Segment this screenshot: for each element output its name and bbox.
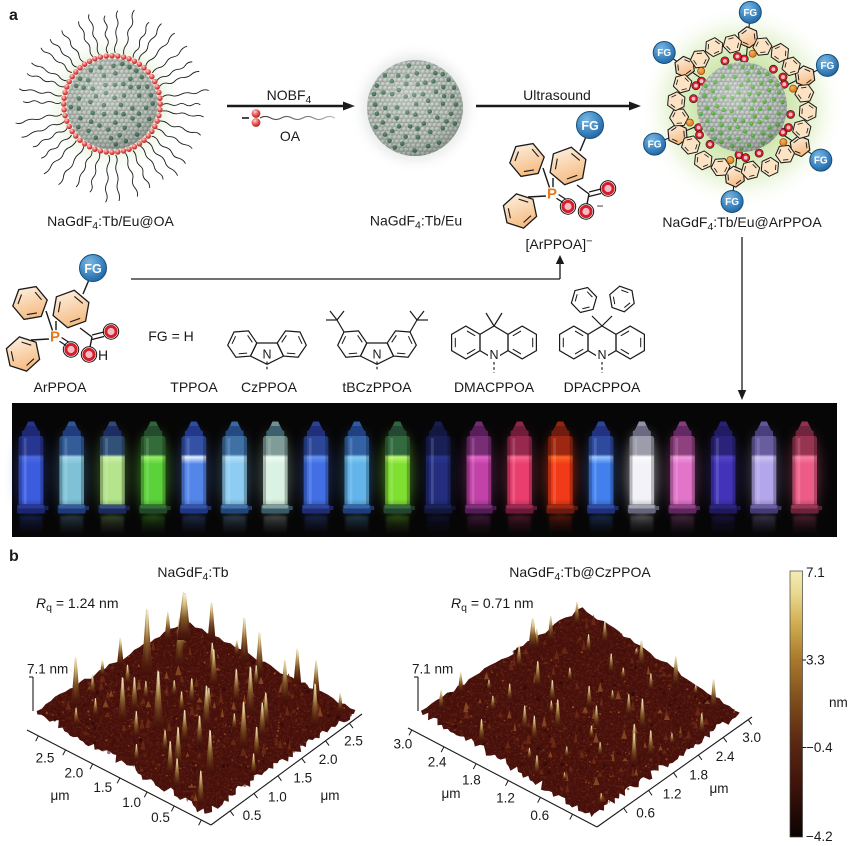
svg-text:μm: μm [441,786,460,801]
svg-text:NOBF4: NOBF4 [267,87,312,106]
svg-text:3.0: 3.0 [742,730,761,745]
svg-text:FG: FG [743,8,757,19]
svg-text:FG = H: FG = H [148,328,194,344]
svg-text:b: b [9,548,19,565]
svg-text:1.2: 1.2 [496,790,515,805]
svg-text:2.0: 2.0 [319,752,338,767]
svg-text:FG: FG [814,156,828,167]
svg-text:0.5: 0.5 [151,810,170,825]
svg-text:Rq = 0.71 nm: Rq = 0.71 nm [451,595,534,614]
svg-text:7.1: 7.1 [806,565,825,580]
svg-text:1.5: 1.5 [293,771,312,786]
svg-text:nm: nm [829,695,848,710]
svg-text:NaGdF4:Tb/Eu: NaGdF4:Tb/Eu [370,213,462,232]
svg-text:CzPPOA: CzPPOA [241,379,298,395]
svg-text:−: − [596,199,603,213]
svg-text:2.4: 2.4 [716,749,735,764]
svg-text:NaGdF4:Tb: NaGdF4:Tb [157,564,228,583]
svg-text:3.0: 3.0 [394,737,413,752]
svg-text:P: P [547,186,557,203]
svg-text:1.5: 1.5 [93,780,112,795]
svg-text:2.4: 2.4 [428,754,447,769]
svg-text:Rq = 1.24 nm: Rq = 1.24 nm [36,595,119,614]
svg-text:−4.2: −4.2 [806,829,833,844]
svg-text:FG: FG [820,61,834,72]
svg-text:DMACPPOA: DMACPPOA [454,379,535,395]
svg-text:7.1 nm: 7.1 nm [27,662,68,677]
svg-text:μm: μm [320,788,339,803]
svg-text:1.8: 1.8 [462,772,481,787]
svg-text:a: a [9,7,18,24]
svg-text:NaGdF4:Tb/Eu@ArPPOA: NaGdF4:Tb/Eu@ArPPOA [662,214,822,233]
svg-text:0.6: 0.6 [530,808,549,823]
svg-text:7.1 nm: 7.1 nm [412,662,453,677]
svg-text:H: H [98,347,108,363]
svg-text:ArPPOA: ArPPOA [34,379,88,395]
svg-text:2.5: 2.5 [36,750,55,765]
svg-text:Ultrasound: Ultrasound [523,87,591,103]
svg-text:[ArPPOA]−: [ArPPOA]− [525,236,592,253]
svg-text:μm: μm [709,781,728,796]
svg-text:N: N [489,348,498,362]
svg-text:2.5: 2.5 [344,733,363,748]
svg-text:DPACPPOA: DPACPPOA [564,379,641,395]
svg-text:1.2: 1.2 [663,787,682,802]
svg-text:FG: FG [725,197,739,208]
svg-text:FG: FG [84,262,101,276]
svg-text:1.0: 1.0 [122,795,141,810]
svg-text:3.3: 3.3 [806,653,825,668]
svg-text:FG: FG [657,48,671,59]
svg-text:tBCzPPOA: tBCzPPOA [342,379,412,395]
svg-text:0.5: 0.5 [243,808,262,823]
svg-text:FG: FG [581,119,598,133]
svg-text:TPPOA: TPPOA [170,379,218,395]
svg-text:NaGdF4:Tb@CzPPOA: NaGdF4:Tb@CzPPOA [509,564,651,583]
svg-text:μm: μm [50,788,69,803]
svg-text:P: P [50,329,60,346]
svg-text:0.6: 0.6 [636,805,655,820]
svg-text:N: N [262,348,271,362]
svg-text:OA: OA [280,128,301,144]
svg-text:N: N [597,348,606,362]
svg-text:1.8: 1.8 [689,768,708,783]
svg-text:FG: FG [648,140,662,151]
svg-text:−0.4: −0.4 [806,740,833,755]
svg-text:1.0: 1.0 [268,789,287,804]
svg-text:NaGdF4:Tb/Eu@OA: NaGdF4:Tb/Eu@OA [47,213,174,232]
svg-text:2.0: 2.0 [64,765,83,780]
svg-text:N: N [372,348,381,362]
